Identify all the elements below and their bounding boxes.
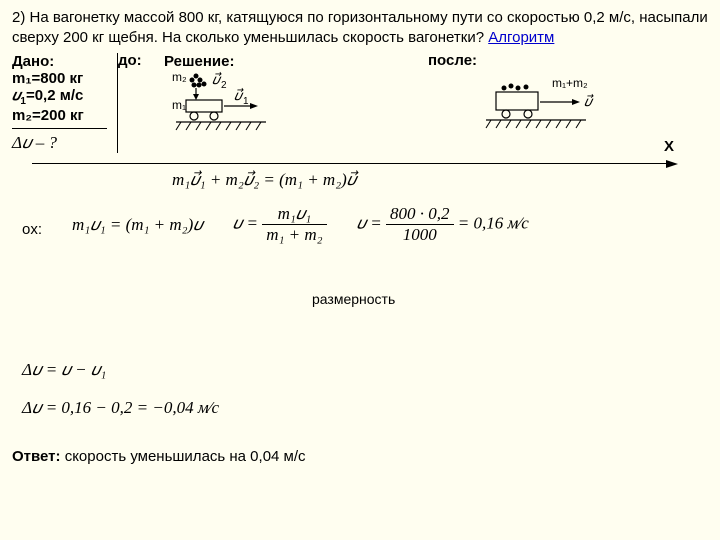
before-diagram: до: m₂ m₁ 𝜐⃗2 𝜐⃗1 bbox=[146, 70, 276, 140]
dimension-row: размерность кг · м⁄с кг bbox=[12, 251, 708, 346]
given-solution-row: Дано: m₁=800 кг 𝜐1=0,2 м/с m₂=200 кг Δ𝜐 … bbox=[12, 53, 708, 153]
given-find: Δ𝜐 – ? bbox=[12, 133, 107, 153]
delta-def: Δ𝜐 = 𝜐 − 𝜐₁ bbox=[22, 360, 708, 380]
after-diagram: после: m₁+m₂ 𝜐⃗ bbox=[456, 70, 586, 140]
v-fraction: 𝜐 = m₁𝜐₁ m₁ + m₂ bbox=[233, 204, 327, 245]
svg-text:𝜐⃗: 𝜐⃗ bbox=[584, 93, 594, 110]
v-frac-num: m₁𝜐₁ bbox=[262, 204, 326, 225]
answer-label: Ответ: bbox=[12, 448, 61, 465]
v-calc-den: 1000 bbox=[386, 225, 454, 245]
axis-label: X bbox=[664, 138, 674, 155]
given-divider bbox=[12, 128, 107, 129]
given-block: Дано: m₁=800 кг 𝜐1=0,2 м/с m₂=200 кг Δ𝜐 … bbox=[12, 53, 118, 153]
dimension-label: размерность bbox=[312, 291, 395, 307]
m1-label: m₁ bbox=[172, 98, 186, 112]
diagram-row: до: m₂ m₁ 𝜐⃗2 𝜐⃗1 bbox=[146, 70, 708, 140]
given-v1: 𝜐1=0,2 м/с bbox=[12, 87, 107, 107]
x-axis: X bbox=[32, 163, 672, 164]
after-label: после: bbox=[428, 52, 477, 69]
before-label: до: bbox=[118, 52, 142, 69]
axis-arrow-icon bbox=[666, 158, 678, 170]
m12-label: m₁+m₂ bbox=[552, 76, 588, 90]
problem-statement: 2) На вагонетку массой 800 кг, катящуюся… bbox=[12, 8, 708, 47]
v1-value: =0,2 м/с bbox=[26, 87, 83, 104]
solution-block: Решение: до: m₂ m₁ 𝜐⃗2 𝜐⃗1 bbox=[136, 53, 708, 153]
v-calc-num: 800 · 0,2 bbox=[386, 204, 454, 225]
svg-text:2: 2 bbox=[221, 80, 227, 91]
svg-text:1: 1 bbox=[243, 96, 249, 107]
before-svg: 𝜐⃗2 𝜐⃗1 bbox=[146, 70, 296, 140]
v-frac-lhs: 𝜐 = bbox=[233, 213, 258, 232]
ox-equation: m₁𝜐₁ = (m₁ + m₂)𝜐 bbox=[72, 215, 203, 235]
v-calc-lhs: 𝜐 = bbox=[357, 213, 382, 232]
given-m1: m₁=800 кг bbox=[12, 70, 107, 87]
m2-label: m₂ bbox=[172, 70, 187, 84]
answer-text: скорость уменьшилась на 0,04 м/с bbox=[65, 448, 306, 465]
after-svg: 𝜐⃗ bbox=[456, 70, 626, 140]
ox-label: ox: bbox=[22, 221, 42, 238]
delta-calc: Δ𝜐 = 0,16 − 0,2 = −0,04 м⁄с bbox=[22, 398, 708, 418]
problem-number: 2) bbox=[12, 9, 25, 26]
given-m2: m₂=200 кг bbox=[12, 107, 107, 124]
answer-row: Ответ: скорость уменьшилась на 0,04 м/с bbox=[12, 448, 708, 465]
algorithm-link[interactable]: Алгоритм bbox=[488, 29, 554, 46]
problem-body: На вагонетку массой 800 кг, катящуюся по… bbox=[12, 9, 708, 46]
v-calc: 𝜐 = 800 · 0,2 1000 = 0,16 м⁄с bbox=[357, 204, 529, 245]
v-calc-result: = 0,16 м⁄с bbox=[458, 213, 529, 232]
momentum-equation: m₁𝜐⃗₁ + m₂𝜐⃗₂ = (m₁ + m₂)𝜐⃗ bbox=[172, 170, 708, 190]
v-frac-den: m₁ + m₂ bbox=[262, 225, 326, 245]
given-title: Дано: bbox=[12, 53, 107, 70]
